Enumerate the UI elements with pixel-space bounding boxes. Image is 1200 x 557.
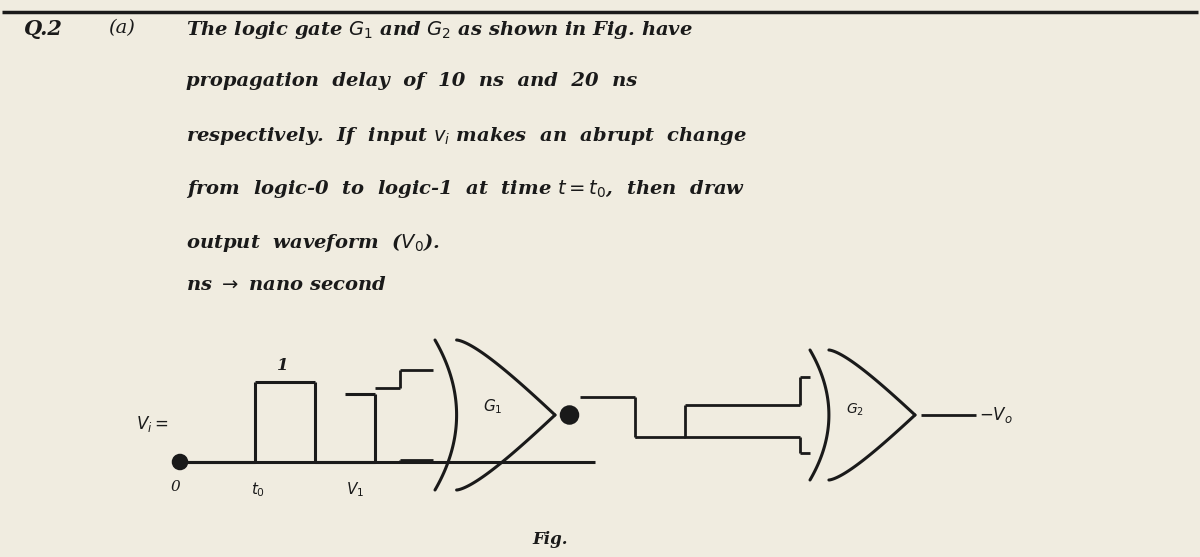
Text: (a): (a) bbox=[108, 19, 134, 37]
Text: 0: 0 bbox=[170, 480, 180, 494]
Text: 1: 1 bbox=[277, 357, 289, 374]
Text: $G_2$: $G_2$ bbox=[846, 402, 864, 418]
Text: $G_1$: $G_1$ bbox=[484, 398, 503, 416]
Text: from  logic-0  to  logic-1  at  time $t = t_0$,  then  draw: from logic-0 to logic-1 at time $t = t_0… bbox=[186, 178, 745, 200]
Text: ns $\rightarrow$ nano second: ns $\rightarrow$ nano second bbox=[186, 276, 388, 294]
Text: respectively.  If  input $v_i$ makes  an  abrupt  change: respectively. If input $v_i$ makes an ab… bbox=[186, 125, 746, 147]
Text: Fig.: Fig. bbox=[533, 530, 568, 548]
Text: The logic gate $G_1$ and $G_2$ as shown in Fig. have: The logic gate $G_1$ and $G_2$ as shown … bbox=[186, 19, 692, 41]
Text: output  waveform  ($V_0$).: output waveform ($V_0$). bbox=[186, 231, 440, 254]
Text: $t_0$: $t_0$ bbox=[251, 480, 265, 499]
Text: propagation  delay  of  10  ns  and  20  ns: propagation delay of 10 ns and 20 ns bbox=[186, 72, 637, 90]
Circle shape bbox=[173, 455, 187, 469]
Text: $-V_o$: $-V_o$ bbox=[979, 405, 1013, 425]
Circle shape bbox=[560, 407, 578, 423]
Text: $V_i=$: $V_i=$ bbox=[136, 414, 168, 434]
Text: $V_1$: $V_1$ bbox=[346, 480, 364, 499]
Text: Q.2: Q.2 bbox=[24, 19, 62, 40]
